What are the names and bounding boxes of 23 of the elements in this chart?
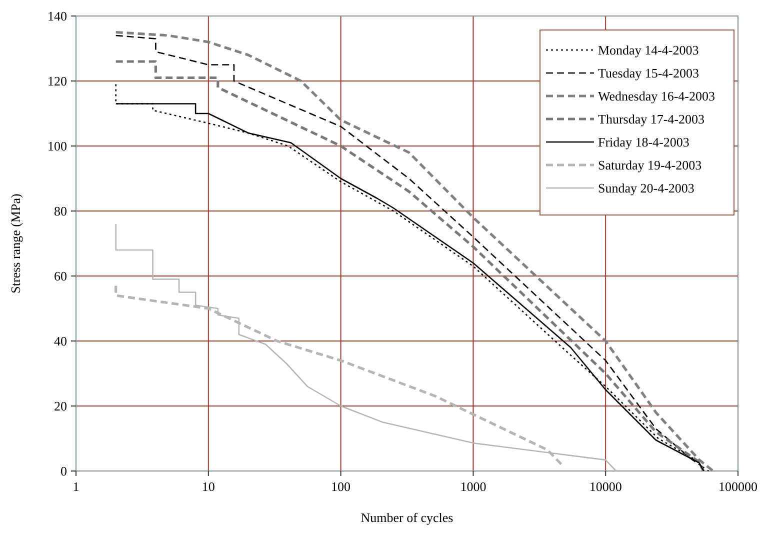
x-tick-label: 10 bbox=[202, 479, 215, 494]
x-axis-title: Number of cycles bbox=[360, 510, 454, 525]
legend-label: Sunday 20-4-2003 bbox=[598, 180, 694, 196]
y-tick-label: 40 bbox=[54, 334, 67, 348]
y-tick-label: 120 bbox=[48, 74, 67, 88]
x-tick-label: 10000 bbox=[589, 479, 622, 494]
legend-label: Saturday 19-4-2003 bbox=[598, 158, 702, 172]
x-tick-label: 100 bbox=[331, 479, 351, 494]
y-tick-label: 80 bbox=[54, 204, 67, 218]
legend-label: Tuesday 15-4-2003 bbox=[598, 66, 699, 80]
y-tick-label: 100 bbox=[48, 138, 67, 154]
x-tick-label: 100000 bbox=[718, 479, 758, 494]
y-tick-label: 60 bbox=[54, 268, 67, 284]
y-tick-label: 20 bbox=[54, 398, 67, 414]
legend-label: Monday 14-4-2003 bbox=[598, 42, 699, 58]
legend-label: Wednesday 16-4-2003 bbox=[598, 88, 716, 104]
x-tick-label: 1 bbox=[72, 479, 80, 494]
y-tick-label: 0 bbox=[60, 464, 67, 478]
y-tick-label: 140 bbox=[48, 8, 67, 24]
legend-label: Friday 18-4-2003 bbox=[598, 134, 690, 150]
legend-label: Thursday 17-4-2003 bbox=[598, 112, 705, 126]
y-axis-title: Stress range (MPa) bbox=[8, 194, 23, 294]
x-tick-label: 1000 bbox=[460, 479, 486, 494]
